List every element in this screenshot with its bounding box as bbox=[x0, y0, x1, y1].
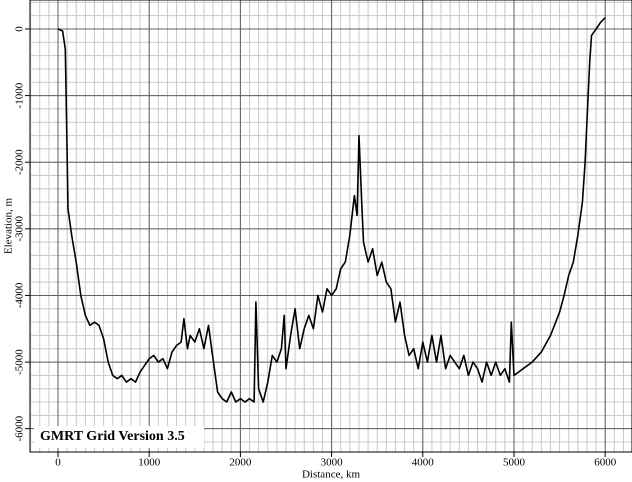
y-axis-label: Elevation, m bbox=[3, 197, 15, 254]
x-tick-label: 2000 bbox=[229, 457, 252, 469]
y-tick-label: 0 bbox=[14, 26, 26, 32]
y-tick-label: -2000 bbox=[14, 149, 26, 175]
y-tick-label: -5000 bbox=[14, 349, 26, 375]
x-tick-label: 0 bbox=[55, 457, 61, 469]
y-tick-label: -1000 bbox=[14, 82, 26, 108]
grid bbox=[30, 0, 632, 452]
x-tick-label: 3000 bbox=[321, 457, 344, 469]
annotation: GMRT Grid Version 3.5 bbox=[40, 429, 185, 444]
x-tick-label: 1000 bbox=[138, 457, 161, 469]
y-tick-label: -3000 bbox=[14, 216, 26, 242]
x-tick-label: 4000 bbox=[412, 457, 435, 469]
y-tick-label: -4000 bbox=[14, 282, 26, 308]
x-tick-label: 5000 bbox=[503, 457, 526, 469]
y-tick-label: -6000 bbox=[14, 415, 26, 441]
x-tick-label: 6000 bbox=[594, 457, 617, 469]
x-axis-label: Distance, km bbox=[302, 469, 360, 481]
profile-line bbox=[57, 17, 606, 403]
annotation-box bbox=[34, 426, 204, 448]
plot-frame bbox=[29, 0, 632, 453]
